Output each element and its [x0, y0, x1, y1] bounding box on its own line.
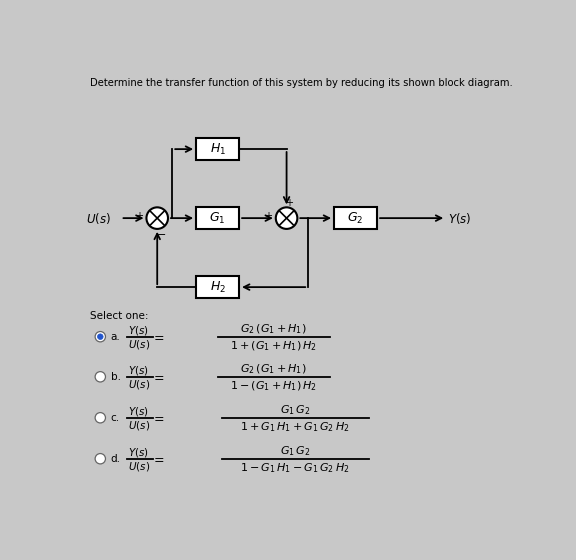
Text: $U(s)$: $U(s)$ [128, 419, 150, 432]
Text: $=$: $=$ [151, 452, 165, 465]
Text: $G_2$: $G_2$ [347, 211, 363, 226]
Bar [334, 207, 377, 230]
Text: $Y(s)$: $Y(s)$ [128, 324, 149, 337]
Text: $Y(s)$: $Y(s)$ [128, 405, 149, 418]
Text: $G_2\,(G_1+H_1)$: $G_2\,(G_1+H_1)$ [240, 362, 307, 376]
Text: $G_1\,G_2$: $G_1\,G_2$ [280, 444, 310, 458]
Text: b.: b. [111, 372, 120, 382]
Text: c.: c. [111, 413, 120, 423]
Text: $U(s)$: $U(s)$ [128, 338, 150, 351]
Circle shape [95, 454, 105, 464]
Text: $G_1$: $G_1$ [209, 211, 226, 226]
Text: $U(s)$: $U(s)$ [128, 460, 150, 473]
Text: $Y(s)$: $Y(s)$ [448, 211, 472, 226]
Text: $G_2\,(G_1+H_1)$: $G_2\,(G_1+H_1)$ [240, 322, 307, 336]
Text: $=$: $=$ [151, 330, 165, 343]
Text: +: + [285, 198, 293, 208]
Text: $1+(G_1+H_1)\,H_2$: $1+(G_1+H_1)\,H_2$ [230, 339, 317, 353]
Text: +: + [135, 211, 143, 221]
Text: $Y(s)$: $Y(s)$ [128, 364, 149, 377]
Text: $1-G_1\,H_1-G_1\,G_2\,H_2$: $1-G_1\,H_1-G_1\,G_2\,H_2$ [240, 461, 350, 475]
Text: Determine the transfer function of this system by reducing its shown block diagr: Determine the transfer function of this … [90, 78, 513, 88]
Text: $U(s)$: $U(s)$ [86, 211, 111, 226]
Bar [196, 276, 239, 298]
Text: Select one:: Select one: [90, 311, 149, 321]
Text: +: + [264, 211, 272, 221]
Text: a.: a. [111, 332, 120, 342]
Circle shape [276, 207, 297, 229]
Bar [196, 138, 239, 160]
Text: $Y(s)$: $Y(s)$ [128, 446, 149, 459]
Text: $1-(G_1+H_1)\,H_2$: $1-(G_1+H_1)\,H_2$ [230, 379, 317, 393]
Circle shape [95, 332, 105, 342]
Bar [196, 207, 239, 230]
Text: $H_2$: $H_2$ [210, 279, 226, 295]
Text: $-$: $-$ [156, 228, 166, 238]
Text: $=$: $=$ [151, 411, 165, 424]
Circle shape [95, 372, 105, 382]
Circle shape [95, 413, 105, 423]
Text: $G_1\,G_2$: $G_1\,G_2$ [280, 403, 310, 417]
Text: $=$: $=$ [151, 370, 165, 383]
Circle shape [97, 334, 103, 339]
Circle shape [146, 207, 168, 229]
Text: $H_1$: $H_1$ [210, 142, 226, 157]
Text: d.: d. [111, 454, 120, 464]
Text: $1+G_1\,H_1+G_1\,G_2\,H_2$: $1+G_1\,H_1+G_1\,G_2\,H_2$ [240, 420, 350, 434]
Text: $U(s)$: $U(s)$ [128, 378, 150, 391]
